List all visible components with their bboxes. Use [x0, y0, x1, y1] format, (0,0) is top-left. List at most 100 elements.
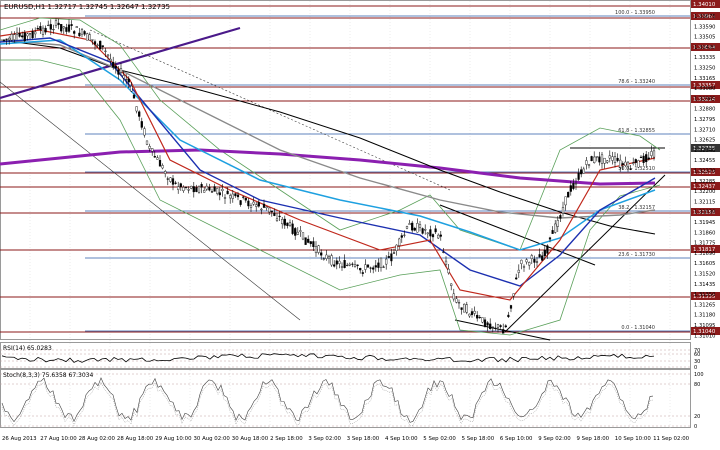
price-tag-box: [691, 245, 720, 253]
candle-body: [75, 26, 78, 28]
time-axis-label: 30 Aug 02:00: [194, 436, 231, 442]
candle-body: [93, 41, 97, 45]
rsi-panel-frame: [0, 342, 691, 369]
candle-body: [57, 22, 60, 26]
price-tag-box: [691, 95, 720, 103]
candle-body: [83, 31, 86, 35]
candle-body: [647, 157, 650, 160]
candle-body: [218, 192, 221, 196]
candle-body: [574, 183, 578, 185]
candle-body: [278, 215, 281, 218]
candle-body: [468, 313, 471, 317]
stoch-main-line: [1, 377, 654, 423]
time-axis-label: 5 Sep 18:00: [462, 436, 495, 442]
candle-body: [5, 38, 8, 40]
price-tag-text: 1.32156: [693, 210, 716, 216]
candle-body: [382, 266, 385, 268]
candle-body: [247, 200, 250, 207]
candle-body: [153, 156, 156, 158]
price-axis-label: 1.31775: [694, 241, 715, 247]
candle-body: [639, 156, 643, 158]
trendline-purple: [0, 26, 241, 100]
candle-body: [114, 65, 117, 69]
fibonacci-label: 23.6 - 1.31730: [618, 252, 655, 258]
candle-body: [348, 263, 351, 266]
candle-body: [67, 24, 71, 32]
candle-body: [353, 264, 357, 267]
candle-body: [364, 264, 367, 270]
candle-body: [567, 191, 570, 198]
time-axis-label: 10 Sep 10:00: [615, 436, 652, 442]
candle-body: [416, 223, 419, 233]
candle-body: [478, 316, 481, 318]
candle-body: [158, 160, 162, 167]
candle-body: [429, 229, 432, 237]
candle-body: [322, 258, 325, 260]
candle-body: [483, 319, 487, 327]
price-tag: 1.31335: [691, 292, 720, 300]
price-axis-label: 1.32455: [694, 158, 715, 164]
fibonacci-label: 100.0 - 1.33950: [615, 10, 655, 16]
candle-body: [166, 178, 169, 180]
rsi-axis-label: 70: [694, 348, 700, 354]
candle-body: [590, 156, 593, 162]
time-axis-label: 9 Sep 18:00: [577, 436, 610, 442]
candle-body: [106, 54, 110, 57]
time-axis-label: 4 Sep 10:00: [385, 436, 418, 442]
bollinger-upper: [0, 17, 661, 251]
candle-body: [538, 254, 541, 258]
candle-body: [192, 186, 195, 193]
candle-body: [117, 69, 120, 75]
candle-body: [426, 232, 429, 235]
candle-body: [60, 24, 63, 32]
candle-body: [54, 20, 58, 26]
candle-body: [359, 268, 362, 271]
fibonacci-label: 78.6 - 1.33240: [618, 79, 655, 85]
candle-body: [314, 246, 318, 254]
candle-body: [369, 267, 372, 269]
price-tag-box: [691, 292, 720, 300]
candle-body: [509, 305, 513, 309]
candle-body: [262, 203, 266, 208]
candle-body: [470, 311, 474, 315]
candle-body: [650, 151, 653, 156]
time-axis-label: 29 Aug 10:00: [155, 436, 192, 442]
candle-body: [541, 255, 544, 261]
candle-body: [231, 193, 234, 199]
price-tag-box: [691, 144, 720, 152]
candle-body: [333, 264, 336, 267]
candle-body: [164, 171, 167, 174]
candle-body: [351, 263, 354, 265]
price-axis-label: 1.33080: [694, 86, 715, 92]
candle-body: [447, 268, 450, 274]
chart-title: EURUSD,H1 1.32717 1.32745 1.32647 1.3273…: [4, 3, 170, 11]
candle-body: [174, 182, 177, 184]
price-axis-label: 1.31860: [694, 230, 715, 236]
price-tag-box: [691, 81, 720, 89]
candle-body: [148, 146, 151, 149]
price-axis-label: 1.32200: [694, 189, 715, 195]
price-axis-label: 1.32115: [694, 199, 715, 205]
candle-body: [132, 94, 136, 99]
candle-body: [517, 269, 520, 273]
price-axis-label: 1.32625: [694, 138, 715, 144]
price-axis-label: 1.33250: [694, 66, 715, 72]
candle-body: [587, 164, 591, 166]
candle-body: [257, 202, 260, 207]
candle-body: [398, 238, 401, 246]
price-tag-box: [691, 182, 720, 190]
candle-body: [361, 272, 364, 274]
bollinger-lower: [0, 59, 661, 336]
time-axis-label: 5 Sep 02:00: [423, 436, 456, 442]
price-tag: 1.34010: [691, 0, 720, 8]
stoch-axis-label: 20: [694, 414, 700, 420]
candle-body: [619, 159, 622, 168]
candle-body: [645, 154, 648, 163]
candle-body: [395, 244, 398, 251]
candle-body: [309, 241, 312, 244]
candle-body: [442, 251, 445, 253]
price-tag: 1.31817: [691, 245, 720, 253]
candle-body: [374, 265, 377, 268]
